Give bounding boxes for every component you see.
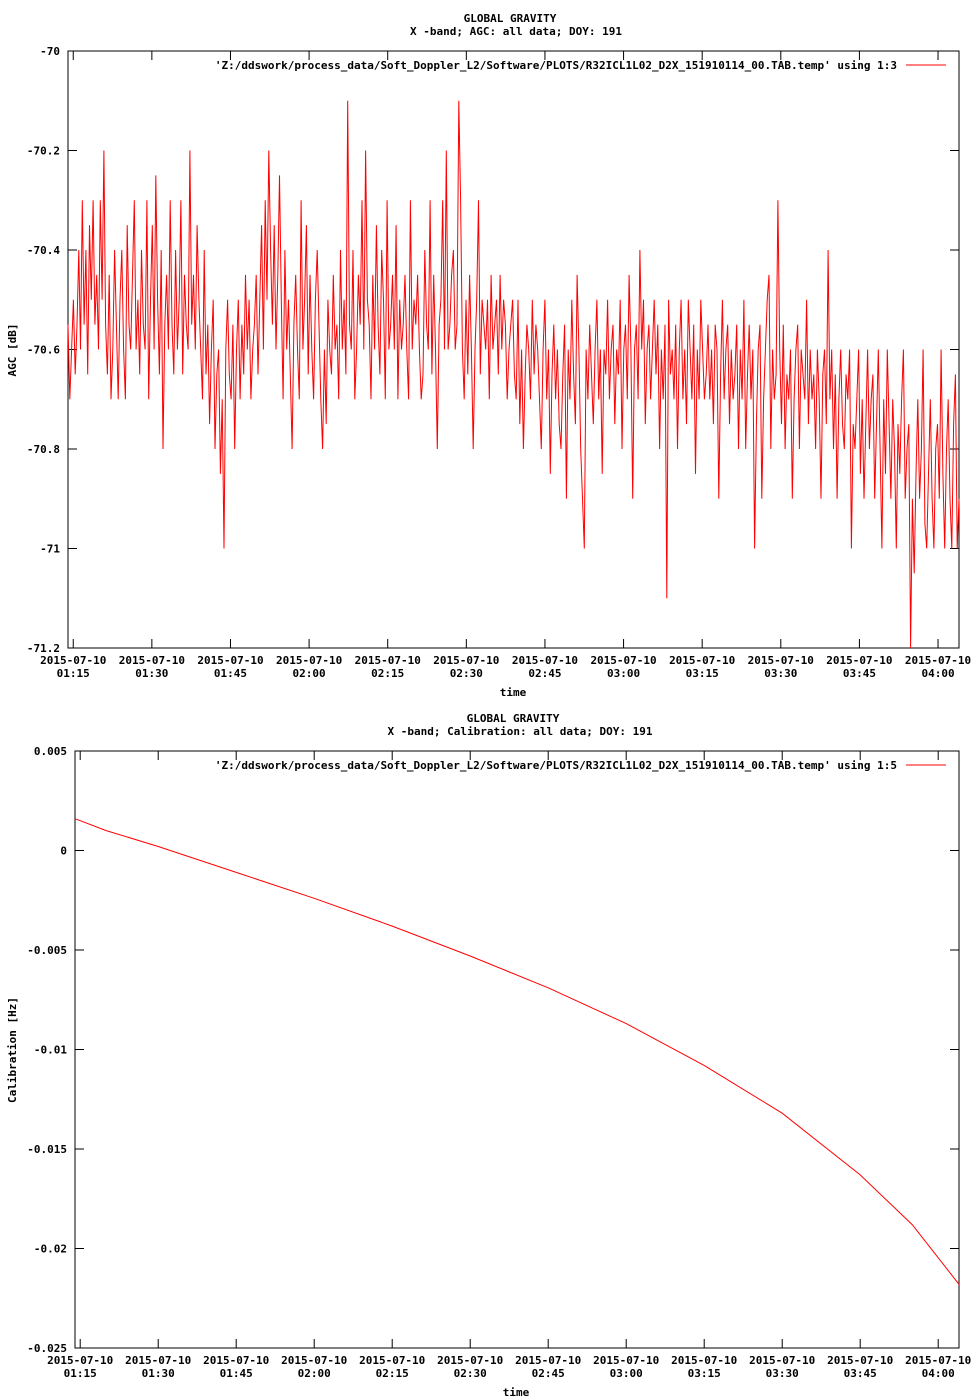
x-tick-label-time: 03:15 bbox=[688, 1367, 721, 1380]
x-tick-label-date: 2015-07-10 bbox=[47, 1354, 113, 1367]
x-tick-label-date: 2015-07-10 bbox=[512, 654, 578, 667]
x-tick-label-date: 2015-07-10 bbox=[203, 1354, 269, 1367]
x-tick-label-date: 2015-07-10 bbox=[669, 654, 735, 667]
x-tick-label-time: 01:45 bbox=[214, 667, 247, 680]
y-tick-label: -70.6 bbox=[27, 344, 60, 357]
x-tick-label-time: 02:15 bbox=[371, 667, 404, 680]
y-tick-label: -71 bbox=[40, 543, 60, 556]
y-tick-label: -0.025 bbox=[27, 1342, 67, 1355]
x-tick-label-time: 01:30 bbox=[142, 1367, 175, 1380]
y-tick-label: 0 bbox=[60, 845, 67, 858]
x-tick-label-date: 2015-07-10 bbox=[359, 1354, 425, 1367]
x-tick-label-date: 2015-07-10 bbox=[593, 1354, 659, 1367]
agc-chart: GLOBAL GRAVITY X -band; AGC: all data; D… bbox=[6, 12, 971, 699]
chart-title: GLOBAL GRAVITY bbox=[464, 12, 557, 25]
x-tick-label-time: 01:30 bbox=[135, 667, 168, 680]
legend-label: 'Z:/ddswork/process_data/Soft_Doppler_L2… bbox=[215, 759, 897, 772]
x-tick-label-time: 02:45 bbox=[532, 1367, 565, 1380]
y-tick-label: -0.01 bbox=[34, 1044, 67, 1057]
x-tick-label-time: 03:15 bbox=[686, 667, 719, 680]
x-tick-label-date: 2015-07-10 bbox=[827, 1354, 893, 1367]
x-tick-label-date: 2015-07-10 bbox=[671, 1354, 737, 1367]
y-tick-label: -0.02 bbox=[34, 1243, 67, 1256]
y-tick-label: -70.2 bbox=[27, 145, 60, 158]
calibration-chart: GLOBAL GRAVITY X -band; Calibration: all… bbox=[6, 712, 971, 1399]
x-axis-label: time bbox=[503, 1386, 530, 1399]
y-tick-label: -70 bbox=[40, 45, 60, 58]
legend-label: 'Z:/ddswork/process_data/Soft_Doppler_L2… bbox=[215, 59, 897, 72]
x-tick-label-date: 2015-07-10 bbox=[433, 654, 499, 667]
y-tick-label: -71.2 bbox=[27, 642, 60, 655]
x-tick-label-date: 2015-07-10 bbox=[826, 654, 892, 667]
y-tick-label: -0.015 bbox=[27, 1143, 67, 1156]
x-tick-label-date: 2015-07-10 bbox=[905, 1354, 971, 1367]
x-tick-label-time: 01:15 bbox=[57, 667, 90, 680]
y-axis-label: AGC [dB] bbox=[6, 324, 19, 377]
x-tick-label-date: 2015-07-10 bbox=[119, 654, 185, 667]
y-tick-label: -0.005 bbox=[27, 944, 67, 957]
x-tick-label-date: 2015-07-10 bbox=[905, 654, 971, 667]
plot-frame bbox=[74, 750, 960, 1349]
y-tick-label: -70.4 bbox=[27, 244, 60, 257]
series-line-calibration bbox=[74, 818, 960, 1285]
chart-subtitle: X -band; AGC: all data; DOY: 191 bbox=[410, 25, 622, 38]
x-tick-label-time: 03:30 bbox=[766, 1367, 799, 1380]
x-tick-label-time: 04:00 bbox=[922, 1367, 955, 1380]
x-tick-label-date: 2015-07-10 bbox=[437, 1354, 503, 1367]
x-tick-label-time: 02:30 bbox=[454, 1367, 487, 1380]
x-axis-ticks: 2015-07-1001:152015-07-1001:302015-07-10… bbox=[40, 51, 971, 680]
x-tick-label-time: 04:00 bbox=[921, 667, 954, 680]
x-tick-label-time: 01:15 bbox=[64, 1367, 97, 1380]
y-tick-label: 0.005 bbox=[34, 745, 67, 758]
x-tick-label-time: 03:00 bbox=[610, 1367, 643, 1380]
series-line-agc bbox=[67, 100, 960, 649]
x-tick-label-date: 2015-07-10 bbox=[515, 1354, 581, 1367]
y-tick-label: -70.8 bbox=[27, 443, 60, 456]
x-axis-label: time bbox=[500, 686, 527, 699]
x-tick-label-date: 2015-07-10 bbox=[281, 1354, 347, 1367]
x-tick-label-time: 01:45 bbox=[220, 1367, 253, 1380]
x-tick-label-date: 2015-07-10 bbox=[355, 654, 421, 667]
x-tick-label-time: 03:00 bbox=[607, 667, 640, 680]
x-tick-label-date: 2015-07-10 bbox=[749, 1354, 815, 1367]
chart-subtitle: X -band; Calibration: all data; DOY: 191 bbox=[388, 725, 653, 738]
y-axis-ticks: -70 -70.2 -70.4 -70.6 -70.8 -71 -71.2 bbox=[27, 45, 959, 655]
chart-title: GLOBAL GRAVITY bbox=[467, 712, 560, 725]
x-tick-label-date: 2015-07-10 bbox=[748, 654, 814, 667]
x-axis-ticks: 2015-07-1001:152015-07-1001:302015-07-10… bbox=[47, 751, 971, 1380]
x-tick-label-time: 03:45 bbox=[843, 667, 876, 680]
x-tick-label-time: 02:00 bbox=[293, 667, 326, 680]
x-tick-label-time: 02:45 bbox=[528, 667, 561, 680]
x-tick-label-time: 02:15 bbox=[376, 1367, 409, 1380]
x-tick-label-time: 03:30 bbox=[764, 667, 797, 680]
x-tick-label-date: 2015-07-10 bbox=[125, 1354, 191, 1367]
x-tick-label-date: 2015-07-10 bbox=[197, 654, 263, 667]
y-axis-ticks: 0.005 0 -0.005 -0.01 -0.015 -0.02 -0.025 bbox=[27, 745, 959, 1355]
x-tick-label-date: 2015-07-10 bbox=[590, 654, 656, 667]
y-axis-label: Calibration [Hz] bbox=[6, 997, 19, 1103]
x-tick-label-time: 02:00 bbox=[298, 1367, 331, 1380]
x-tick-label-time: 03:45 bbox=[844, 1367, 877, 1380]
x-tick-label-time: 02:30 bbox=[450, 667, 483, 680]
x-tick-label-date: 2015-07-10 bbox=[40, 654, 106, 667]
x-tick-label-date: 2015-07-10 bbox=[276, 654, 342, 667]
